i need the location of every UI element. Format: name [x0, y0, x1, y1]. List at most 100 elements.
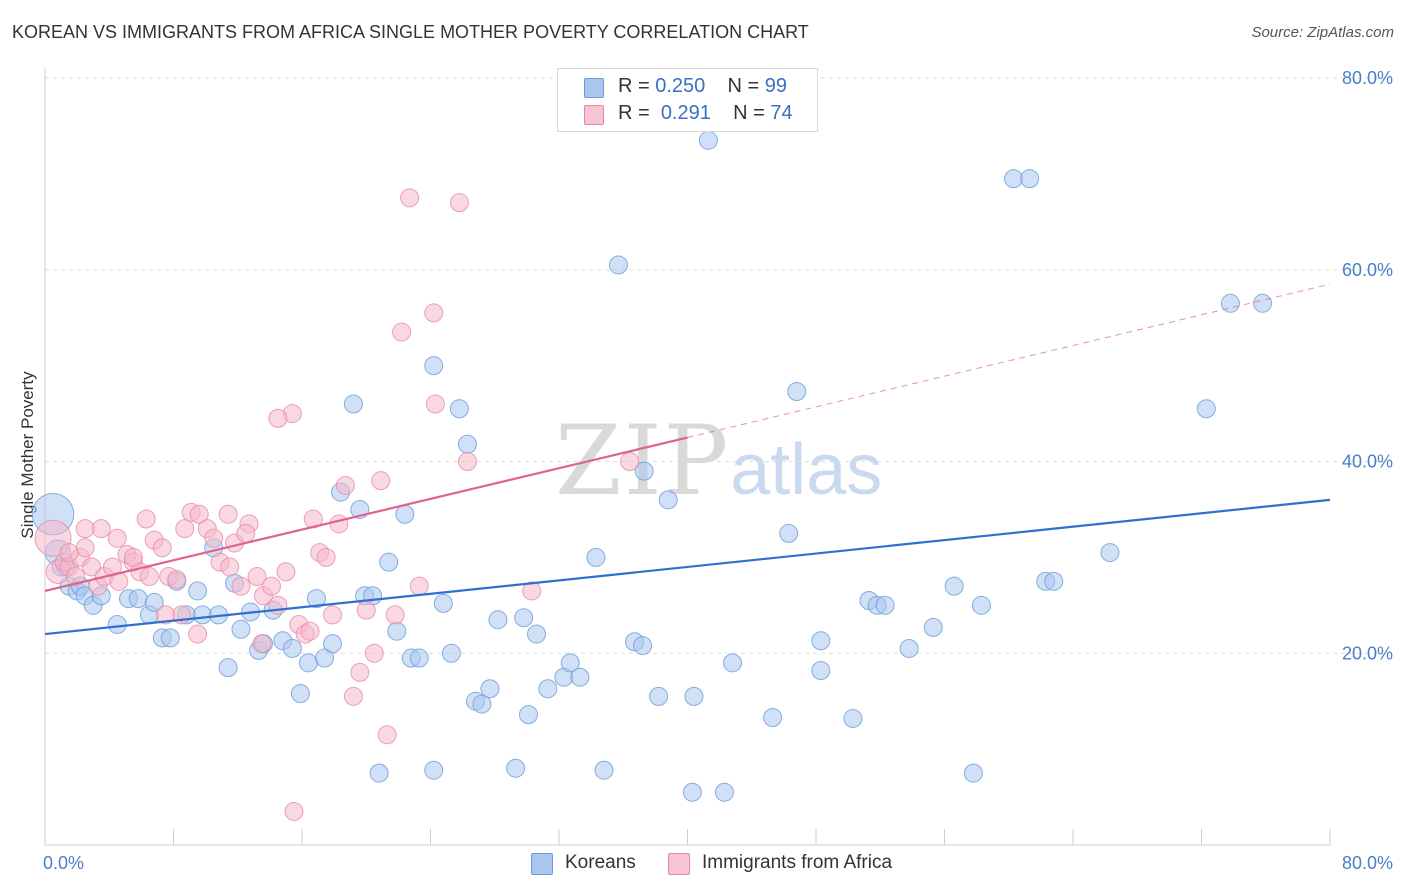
x-tick-label: 0.0%: [43, 853, 84, 873]
africa-point: [136, 509, 156, 529]
africa-point: [59, 543, 79, 563]
korean-point: [1196, 399, 1216, 419]
africa-point: [167, 569, 187, 589]
africa-point: [424, 303, 444, 323]
korean-point: [379, 552, 399, 572]
korean-point: [684, 686, 704, 706]
korean-point: [298, 653, 318, 673]
trend-line: [44, 436, 688, 593]
korean-point: [971, 595, 991, 615]
africa-point: [400, 188, 420, 208]
africa-point: [329, 514, 349, 534]
africa-point: [247, 567, 267, 587]
africa-point: [300, 621, 320, 641]
korean-point: [698, 130, 718, 150]
axes: [44, 68, 1331, 846]
tick-labels: 20.0% 40.0% 60.0% 80.0% 0.0% 80.0%: [43, 68, 1393, 873]
africa-point: [204, 528, 224, 548]
legend-r-value: 0.250: [655, 75, 706, 97]
korean-point: [633, 636, 653, 656]
korean-point: [290, 684, 310, 704]
africa-point: [385, 605, 405, 625]
africa-point: [66, 567, 86, 587]
africa-point: [91, 519, 111, 539]
korean-point: [472, 694, 492, 714]
grid-lines: [45, 77, 1392, 654]
africa-point: [316, 547, 336, 567]
africa-point: [220, 557, 240, 577]
legend-r-value: 0.291: [660, 102, 711, 124]
korean-point: [1044, 571, 1064, 591]
africa-point: [75, 519, 95, 539]
africa-point: [457, 452, 477, 471]
korean-point: [779, 523, 799, 543]
korean-point: [527, 624, 547, 644]
africa-point: [75, 538, 95, 558]
korean-point: [369, 763, 389, 783]
y-tick-label: 80.0%: [1342, 68, 1393, 88]
legend-label-africa: Immigrants from Africa: [702, 852, 893, 873]
legend-label-koreans: Koreans: [565, 852, 636, 873]
africa-swatch: [668, 853, 690, 875]
korean-point: [787, 382, 807, 402]
korean-point: [1020, 169, 1040, 189]
africa-point: [364, 643, 384, 663]
korean-point: [560, 653, 580, 673]
legend-n-label: N =: [727, 75, 760, 97]
korean-point: [586, 547, 606, 567]
korean-point: [658, 490, 678, 510]
africa-point: [620, 452, 640, 471]
korean-point: [449, 399, 469, 419]
africa-point: [107, 528, 127, 548]
korean-point: [424, 356, 444, 376]
korean-point: [608, 255, 628, 275]
legend-n-value: 74: [770, 102, 793, 124]
korean-point: [128, 589, 148, 609]
korean-point: [1253, 293, 1273, 313]
korean-point: [231, 619, 251, 639]
africa-swatch: [584, 105, 604, 125]
africa-point: [343, 686, 363, 706]
africa-point: [522, 581, 542, 601]
africa-point: [356, 600, 376, 620]
korean-point: [811, 661, 831, 681]
legend-n-label: N =: [733, 102, 765, 124]
africa-point: [276, 562, 296, 582]
x-tick-label: 80.0%: [1342, 853, 1393, 873]
korean-point: [144, 592, 164, 612]
africa-point: [188, 624, 208, 644]
korean-point: [944, 576, 964, 596]
korean-point: [314, 648, 334, 668]
korean-point: [570, 667, 590, 687]
korean-point: [722, 653, 742, 673]
chart-title: KOREAN VS IMMIGRANTS FROM AFRICA SINGLE …: [12, 22, 809, 42]
africa-point: [152, 538, 172, 558]
africa-point: [82, 557, 102, 577]
africa-point: [123, 547, 143, 567]
africa-point: [303, 509, 323, 529]
korean-point: [343, 394, 363, 414]
africa-point: [377, 725, 397, 745]
africa-point: [231, 576, 251, 596]
korean-point: [323, 634, 343, 654]
korean-point: [682, 782, 702, 802]
korean-point: [843, 708, 863, 728]
korean-point: [714, 782, 734, 802]
korean-point: [649, 686, 669, 706]
korean-point: [107, 614, 127, 634]
koreans-swatch: [584, 78, 604, 98]
korean-point: [488, 610, 508, 630]
watermark-atlas: atlas: [730, 430, 883, 510]
africa-point: [261, 576, 281, 596]
korean-point: [424, 760, 444, 780]
korean-point: [1004, 169, 1024, 189]
korean-point: [514, 608, 534, 628]
africa-point: [284, 801, 304, 821]
korean-point: [538, 679, 558, 699]
africa-point: [252, 634, 272, 654]
correlation-legend: R = 0.250 N = 99 R = 0.291 N = 74: [557, 68, 818, 132]
korean-point: [923, 617, 943, 637]
y-tick-label: 40.0%: [1342, 452, 1393, 472]
trend-line-extension: [687, 283, 1331, 439]
